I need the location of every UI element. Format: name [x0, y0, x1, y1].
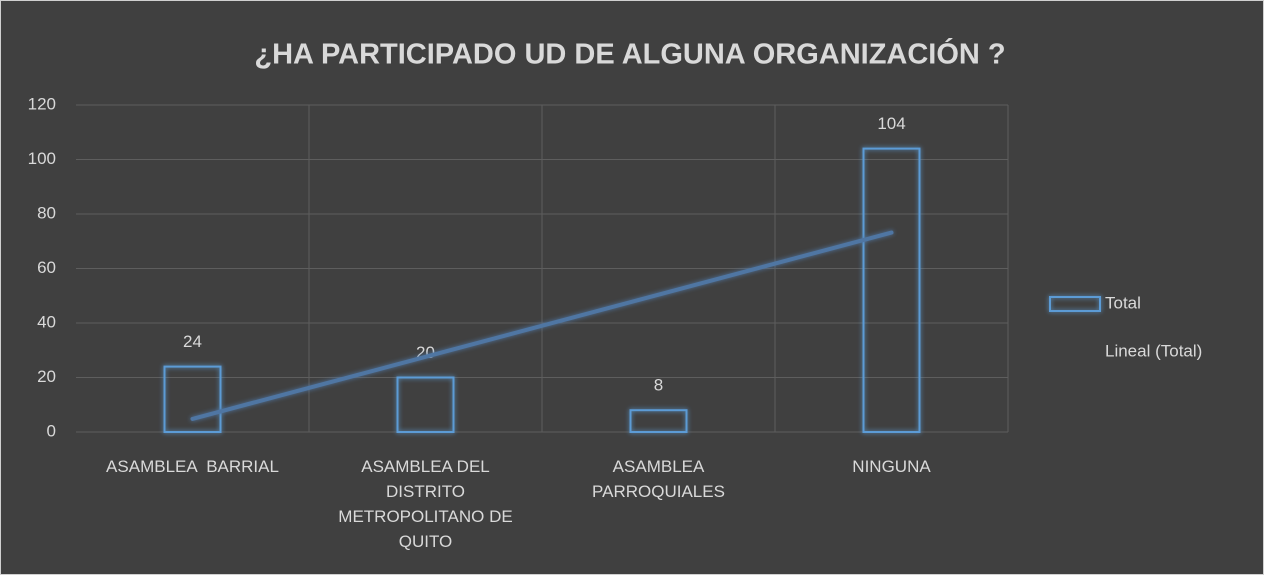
- legend-swatch: [1049, 296, 1101, 312]
- y-tick-label: 20: [37, 367, 56, 386]
- y-tick-label: 60: [37, 258, 56, 277]
- legend-label: Lineal (Total): [1105, 341, 1202, 360]
- chart-title: ¿HA PARTICIPADO UD DE ALGUNA ORGANIZACIÓ…: [254, 37, 1005, 71]
- x-tick-label-box: ASAMBLEA DEL DISTRITO METROPOLITANO DE Q…: [338, 457, 518, 551]
- x-tick-label: ASAMBLEA PARROQUIALES: [592, 457, 725, 501]
- y-tick-label: 40: [37, 312, 56, 331]
- y-tick-label: 120: [28, 94, 56, 113]
- x-tick-label-box: ASAMBLEA PARROQUIALES: [592, 457, 725, 501]
- x-tick-label: NINGUNA: [852, 457, 931, 476]
- x-tick-label-box: ASAMBLEA BARRIAL: [106, 457, 279, 476]
- x-tick-label: ASAMBLEA DEL DISTRITO METROPOLITANO DE Q…: [338, 457, 518, 551]
- trend-line: [190, 230, 894, 421]
- bar: [163, 365, 222, 434]
- x-tick-label: ASAMBLEA BARRIAL: [106, 457, 279, 476]
- y-tick-label: 100: [28, 149, 56, 168]
- x-tick-label-box: NINGUNA: [852, 457, 931, 476]
- bar: [862, 147, 921, 433]
- bar: [629, 409, 688, 434]
- data-label: 8: [654, 376, 663, 395]
- data-label: 24: [183, 332, 202, 351]
- legend-label: Total: [1105, 293, 1141, 312]
- data-label: 104: [877, 114, 905, 133]
- bar: [396, 376, 455, 433]
- y-tick-label: 0: [47, 421, 56, 440]
- y-tick-label: 80: [37, 203, 56, 222]
